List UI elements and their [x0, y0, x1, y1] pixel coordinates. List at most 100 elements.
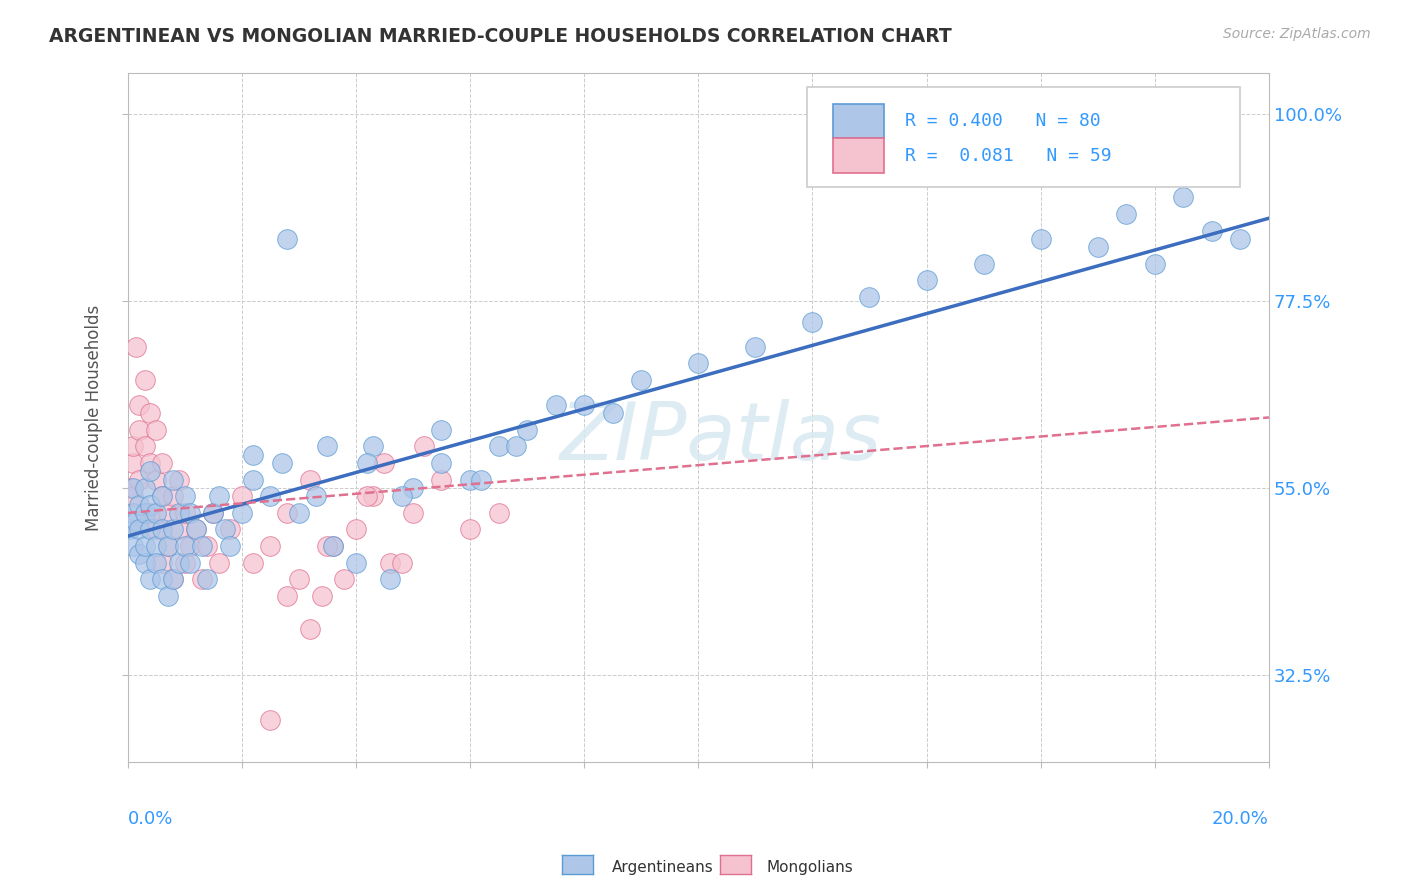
- Point: [156, 539, 179, 553]
- Point: [305, 489, 328, 503]
- Point: [1143, 257, 1166, 271]
- Point: [915, 273, 938, 287]
- Point: [276, 589, 298, 603]
- Point: [402, 506, 425, 520]
- Point: [173, 489, 195, 503]
- Point: [630, 373, 652, 387]
- Point: [128, 423, 150, 437]
- Point: [242, 448, 264, 462]
- Point: [214, 523, 236, 537]
- Point: [179, 506, 201, 520]
- Point: [156, 539, 179, 553]
- Point: [231, 489, 253, 503]
- Point: [162, 473, 184, 487]
- Point: [231, 506, 253, 520]
- Point: [125, 340, 148, 354]
- Bar: [832, 104, 884, 138]
- Point: [167, 556, 190, 570]
- Point: [316, 440, 339, 454]
- Point: [173, 556, 195, 570]
- Point: [173, 539, 195, 553]
- Point: [413, 440, 436, 454]
- Point: [333, 572, 356, 586]
- Point: [505, 440, 527, 454]
- Point: [173, 506, 195, 520]
- Point: [311, 589, 333, 603]
- FancyBboxPatch shape: [807, 87, 1240, 186]
- Point: [458, 473, 481, 487]
- Point: [162, 523, 184, 537]
- Point: [167, 473, 190, 487]
- Point: [134, 556, 156, 570]
- Point: [361, 440, 384, 454]
- Point: [167, 523, 190, 537]
- Point: [276, 506, 298, 520]
- Point: [572, 398, 595, 412]
- Point: [128, 498, 150, 512]
- Point: [361, 489, 384, 503]
- Point: [134, 481, 156, 495]
- Point: [184, 523, 207, 537]
- Text: R = 0.400   N = 80: R = 0.400 N = 80: [905, 112, 1101, 130]
- Point: [128, 398, 150, 412]
- Point: [430, 456, 453, 470]
- Point: [125, 514, 148, 528]
- Point: [134, 373, 156, 387]
- Point: [145, 423, 167, 437]
- Point: [259, 539, 281, 553]
- Point: [197, 572, 219, 586]
- Point: [1087, 240, 1109, 254]
- Point: [139, 572, 162, 586]
- Point: [391, 489, 413, 503]
- Point: [801, 315, 824, 329]
- Text: Mongolians: Mongolians: [766, 860, 853, 874]
- Point: [744, 340, 766, 354]
- Point: [322, 539, 344, 553]
- Point: [156, 589, 179, 603]
- Point: [1115, 207, 1137, 221]
- Point: [145, 539, 167, 553]
- Point: [134, 506, 156, 520]
- Point: [458, 523, 481, 537]
- Point: [191, 539, 214, 553]
- Point: [122, 456, 145, 470]
- Point: [162, 572, 184, 586]
- Point: [197, 539, 219, 553]
- Point: [602, 406, 624, 420]
- Point: [120, 481, 142, 495]
- Point: [973, 257, 995, 271]
- Point: [208, 556, 231, 570]
- Point: [139, 456, 162, 470]
- Point: [156, 506, 179, 520]
- Point: [167, 506, 190, 520]
- Point: [430, 473, 453, 487]
- Point: [344, 556, 367, 570]
- Point: [858, 290, 880, 304]
- Point: [145, 473, 167, 487]
- Point: [356, 489, 378, 503]
- Y-axis label: Married-couple Households: Married-couple Households: [86, 304, 103, 531]
- Point: [150, 489, 173, 503]
- Point: [145, 556, 167, 570]
- Point: [208, 489, 231, 503]
- Point: [259, 489, 281, 503]
- Point: [150, 456, 173, 470]
- Point: [150, 489, 173, 503]
- Point: [122, 481, 145, 495]
- Point: [145, 506, 167, 520]
- Point: [1029, 232, 1052, 246]
- Point: [122, 440, 145, 454]
- Point: [688, 356, 710, 370]
- Text: 20.0%: 20.0%: [1212, 810, 1270, 828]
- Point: [242, 473, 264, 487]
- Point: [316, 539, 339, 553]
- Point: [128, 473, 150, 487]
- Point: [488, 440, 510, 454]
- Point: [299, 622, 322, 636]
- Point: [288, 572, 311, 586]
- Point: [128, 547, 150, 561]
- Point: [299, 473, 322, 487]
- Point: [544, 398, 567, 412]
- Bar: [832, 138, 884, 173]
- Point: [1173, 190, 1195, 204]
